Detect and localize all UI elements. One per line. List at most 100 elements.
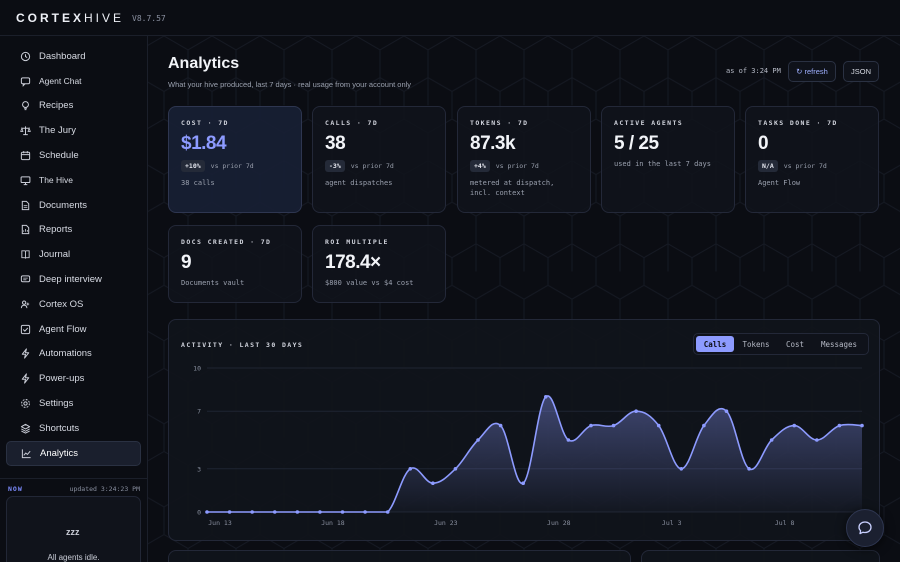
gear-icon: [20, 398, 31, 409]
y-tick-label: 10: [193, 365, 201, 373]
data-point: [250, 510, 254, 514]
tab-messages[interactable]: Messages: [820, 339, 858, 349]
card-label: TASKS DONE · 7D: [758, 119, 838, 127]
as-of-timestamp: as of 3:24 PM: [726, 67, 781, 75]
card-label: DOCS CREATED · 7D: [181, 238, 272, 246]
sidebar-item-recipes[interactable]: Recipes: [6, 94, 141, 119]
sidebar-item-label: Journal: [39, 249, 71, 261]
data-point: [318, 510, 322, 514]
agents-status-card: zzz All agents idle.: [6, 496, 141, 562]
clock-icon: [20, 51, 31, 62]
sidebar-item-dashboard[interactable]: Dashboard: [6, 44, 141, 69]
data-point: [792, 423, 797, 428]
data-point: [363, 510, 367, 514]
card-value: 87.3k: [470, 133, 516, 154]
sidebar-item-documents[interactable]: Documents: [6, 193, 141, 218]
x-tick-label: Jul 8: [775, 519, 795, 527]
card-label: CALLS · 7D: [325, 119, 379, 127]
sidebar-item-reports[interactable]: Reports: [6, 218, 141, 243]
sidebar-item-deep-interview[interactable]: Deep interview: [6, 267, 141, 292]
sidebar-item-agent-flow[interactable]: Agent Flow: [6, 317, 141, 342]
refresh-button[interactable]: ↻ refresh: [788, 61, 836, 82]
report-icon: [20, 224, 31, 235]
tab-calls[interactable]: Calls: [696, 336, 734, 352]
sidebar-item-label: Analytics: [40, 447, 79, 459]
document-icon: [20, 200, 31, 211]
data-point: [747, 467, 751, 471]
sidebar-item-shortcuts[interactable]: Shortcuts: [6, 416, 141, 441]
sidebar: Dashboard Agent Chat Recipes The Jury Schedu…: [0, 36, 148, 562]
data-point: [295, 510, 300, 514]
card-note: 38 calls: [181, 179, 215, 187]
sidebar-item-label: The Jury: [39, 125, 76, 137]
page-title: Analytics: [168, 55, 240, 72]
sidebar-item-analytics[interactable]: Analytics: [6, 440, 141, 466]
data-point: [431, 481, 435, 485]
card-value: 38: [325, 133, 346, 154]
users-icon: [20, 299, 31, 310]
data-point: [611, 423, 616, 428]
sidebar-item-the-jury[interactable]: The Jury: [6, 118, 141, 143]
sidebar-item-agent-chat[interactable]: Agent Chat: [6, 69, 141, 94]
sidebar-item-cortex-os[interactable]: Cortex OS: [6, 292, 141, 317]
delta-note: vs prior 7d: [210, 162, 254, 170]
data-point: [385, 510, 390, 514]
card-note: Agent Flow: [758, 179, 801, 187]
data-point: [679, 467, 684, 471]
y-tick-label: 0: [197, 509, 201, 517]
x-tick-label: Jun 28: [547, 519, 571, 527]
sidebar-item-schedule[interactable]: Schedule: [6, 143, 141, 168]
x-tick-label: Jul 3: [662, 519, 682, 527]
sidebar-item-automations[interactable]: Automations: [6, 342, 141, 367]
sidebar-item-power-ups[interactable]: Power-ups: [6, 366, 141, 391]
delta-note: vs prior 7d: [783, 162, 827, 170]
data-point: [476, 438, 480, 442]
x-tick-label: Jun 18: [321, 519, 345, 527]
chart-metric-tabs: Calls Tokens Cost Messages: [693, 333, 869, 355]
sidebar-nav: Dashboard Agent Chat Recipes The Jury Schedu…: [0, 36, 147, 466]
x-tick-label: Jun 13: [208, 519, 232, 527]
delta-row: +10% vs prior 7d: [181, 160, 289, 172]
tab-tokens[interactable]: Tokens: [742, 339, 770, 349]
card-note: metered at dispatch, incl. context: [470, 179, 555, 197]
sidebar-item-label: Deep interview: [39, 274, 102, 286]
page-subtitle: What your hive produced, last 7 days · r…: [168, 80, 412, 89]
data-point: [656, 423, 661, 428]
delta-badge: +4%: [470, 160, 490, 172]
chat-fab-button[interactable]: [846, 509, 884, 547]
series-area: [207, 395, 862, 512]
sidebar-item-label: Agent Chat: [39, 76, 82, 87]
card-value: $1.84: [181, 133, 227, 154]
tab-cost[interactable]: Cost: [785, 339, 805, 349]
delta-note: vs prior 7d: [495, 162, 539, 170]
updated-timestamp: updated 3:24:23 PM: [69, 484, 140, 493]
sidebar-item-label: Power-ups: [39, 373, 85, 385]
data-point: [340, 510, 345, 514]
sidebar-item-label: Settings: [39, 398, 74, 410]
delta-row: +4% vs prior 7d: [470, 160, 578, 172]
card-value: 178.4×: [325, 252, 381, 273]
card-note: used in the last 7 days: [614, 160, 711, 168]
sidebar-item-label: Documents: [39, 199, 88, 211]
data-point: [702, 423, 706, 428]
active-agents-card: ACTIVE AGENTS 5 / 25 used in the last 7 …: [601, 106, 735, 213]
data-point: [634, 409, 638, 413]
sidebar-item-settings[interactable]: Settings: [6, 391, 141, 416]
delta-badge: N/A: [758, 160, 778, 172]
bottom-panel-right: [641, 550, 880, 562]
data-point: [521, 481, 526, 485]
json-button[interactable]: JSON: [843, 61, 879, 82]
sidebar-item-journal[interactable]: Journal: [6, 242, 141, 267]
data-point: [769, 438, 774, 442]
data-point: [837, 423, 842, 428]
data-point: [272, 510, 277, 514]
card-note: agent dispatches: [325, 179, 393, 187]
app-version: V8.7.57: [132, 13, 166, 23]
roi-card: ROI MULTIPLE 178.4× $800 value vs $4 cos…: [312, 225, 446, 303]
sidebar-item-the-hive[interactable]: The Hive: [6, 168, 141, 193]
delta-badge: -3%: [325, 160, 345, 172]
bottom-panel-left: [168, 550, 631, 562]
brand-logo[interactable]: CORTEXHIVE: [16, 10, 125, 25]
